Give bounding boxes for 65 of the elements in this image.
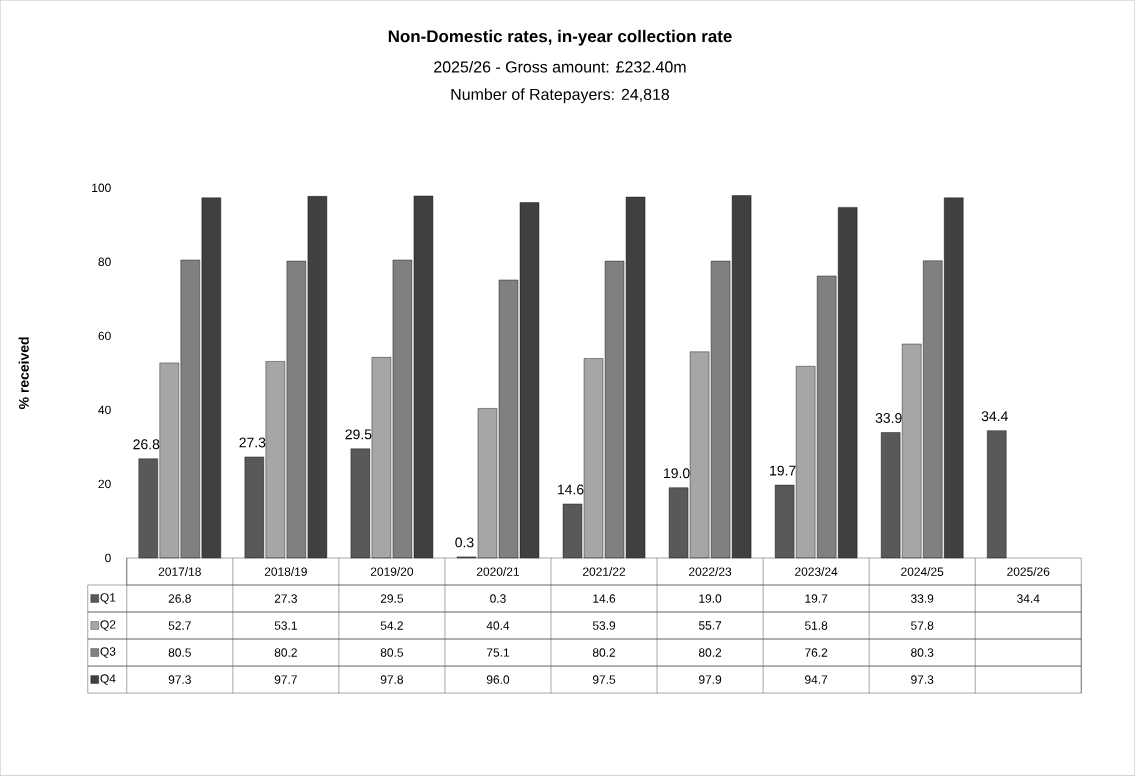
data-label: 55.7 <box>698 621 722 630</box>
data-label: 19.7 <box>805 594 828 603</box>
legend-label: Q1 <box>100 593 116 604</box>
chart-title: Non-Domestic rates, in-year collection rate <box>388 29 732 46</box>
text: 14.6 <box>558 484 584 495</box>
data-label: 80.3 <box>911 648 934 657</box>
text: 0.3 <box>455 537 474 548</box>
x-tick-label: 2020/21 <box>476 567 519 576</box>
text: Number of Ratepayers: 24,818 <box>451 88 670 104</box>
y-axis-title: % received <box>18 337 29 410</box>
data-label: 53.1 <box>274 621 297 630</box>
data-label: 97.7 <box>274 675 297 684</box>
data-label: 97.3 <box>168 675 191 684</box>
data-label: 76.2 <box>805 648 828 657</box>
data-label: 80.5 <box>168 648 191 657</box>
data-label: 53.9 <box>592 621 616 630</box>
data-label: 97.8 <box>380 675 404 684</box>
data-label: 97.9 <box>699 675 722 684</box>
chart-subtitle: 2025/26 - Gross amount: £232.40m <box>434 60 686 73</box>
x-tick-label: 2022/23 <box>689 567 732 576</box>
x-tick-label: 2021/22 <box>583 567 626 576</box>
data-label: 26.8 <box>168 594 191 603</box>
text: 33.9 <box>875 413 902 424</box>
text: 29.5 <box>345 429 372 440</box>
text: 19.7 <box>770 465 796 476</box>
x-tick-label: 2018/19 <box>264 567 307 576</box>
x-tick-label: 2019/20 <box>370 567 414 576</box>
data-label: 54.2 <box>380 621 403 630</box>
legend-label: Q2 <box>100 620 116 631</box>
data-label: 40.4 <box>486 621 510 630</box>
data-label: 0.3 <box>490 594 506 603</box>
data-label: 14.6 <box>593 594 616 603</box>
y-tick-label: 0 <box>105 553 111 563</box>
x-tick-label: 2024/25 <box>901 567 944 576</box>
data-label: 97.5 <box>592 675 616 684</box>
y-tick-label: 20 <box>98 479 111 489</box>
x-tick-label: 2023/24 <box>795 567 838 576</box>
text: 34.4 <box>981 411 1008 422</box>
y-tick-label: 80 <box>98 257 111 267</box>
data-label: 19.0 <box>699 594 722 603</box>
y-tick-label: 40 <box>98 405 111 415</box>
data-label: 80.2 <box>274 648 297 657</box>
data-label: 33.9 <box>911 594 934 603</box>
text: 19.0 <box>664 468 690 479</box>
y-tick-label: 60 <box>98 331 111 341</box>
data-label: 27.3 <box>274 594 297 603</box>
y-tick-label: 100 <box>92 183 111 193</box>
legend-label: Q3 <box>100 647 116 658</box>
data-label: 80.5 <box>380 648 404 657</box>
data-label: 80.2 <box>592 648 616 657</box>
legend-label: Q4 <box>100 674 116 685</box>
data-label: 75.1 <box>486 648 510 657</box>
text: 27.3 <box>239 437 266 448</box>
data-label: 96.0 <box>486 675 510 684</box>
data-label: 57.8 <box>911 621 934 630</box>
data-label: 97.3 <box>911 675 934 684</box>
data-label: 51.8 <box>804 621 828 630</box>
x-tick-label: 2017/18 <box>158 567 201 576</box>
text: 26.8 <box>133 439 160 450</box>
data-label: 94.7 <box>805 675 828 684</box>
data-label: 80.2 <box>698 648 722 657</box>
data-label: 52.7 <box>168 621 191 630</box>
x-tick-label: 2025/26 <box>1007 567 1050 576</box>
data-label: 34.4 <box>1017 594 1040 603</box>
data-label: 29.5 <box>380 594 404 603</box>
